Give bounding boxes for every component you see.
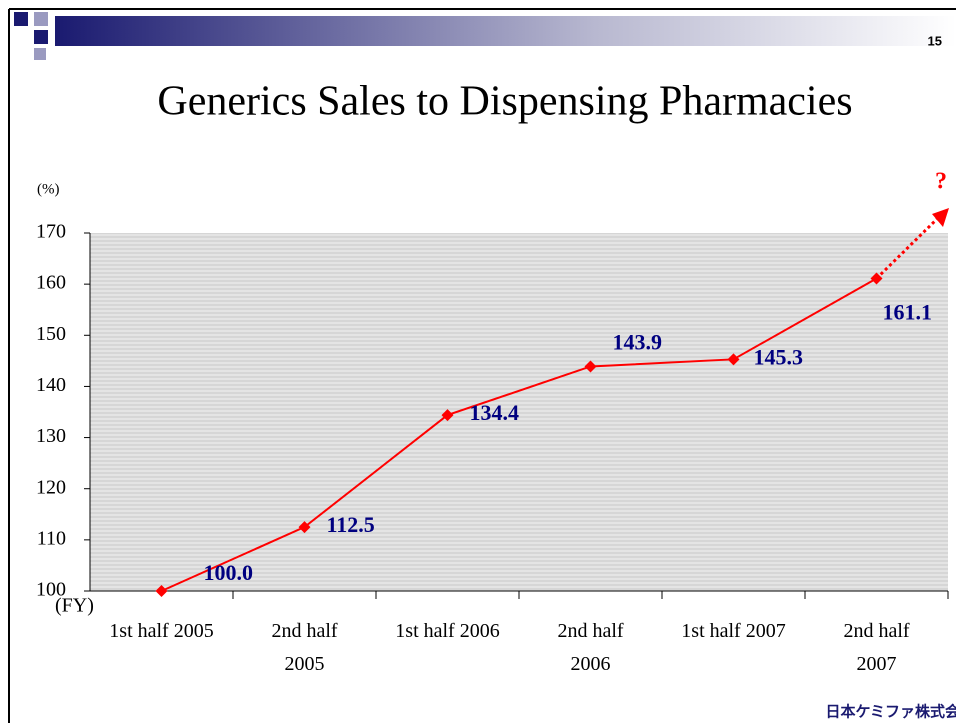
y-tick-label: 100	[36, 579, 66, 601]
y-axis-label: (%)	[37, 181, 60, 197]
marker	[298, 521, 311, 534]
marker	[870, 272, 883, 285]
x-tick-label: 2nd half 2007	[843, 620, 910, 675]
y-tick-label: 150	[36, 323, 66, 345]
marker	[727, 353, 740, 366]
deco-square	[34, 48, 46, 60]
data-label: 134.4	[470, 400, 520, 425]
annotation: ?	[935, 169, 947, 195]
deco-square	[34, 12, 48, 26]
trend-arrow	[875, 216, 940, 280]
deco-square	[14, 12, 28, 26]
data-label: 112.5	[327, 512, 375, 537]
x-tick-label: 1st half 2005	[109, 620, 214, 642]
x-tick-label: 1st half 2007	[681, 620, 786, 642]
line	[161, 277, 877, 592]
chart-title: Generics Sales to Dispensing Pharmacies	[157, 79, 852, 125]
y-tick-label: 110	[37, 527, 66, 549]
marker	[584, 360, 597, 373]
x-tick-label: 2nd half 2006	[557, 620, 624, 675]
y-tick-label: 170	[36, 221, 66, 243]
deco-square	[34, 30, 48, 44]
y-tick-label: 130	[36, 425, 66, 447]
x-tick-label: 2nd half 2005	[271, 620, 338, 675]
y-tick-label: 120	[36, 476, 66, 498]
data-label: 145.3	[754, 344, 804, 369]
x-axis-label: (FY)	[55, 595, 94, 617]
header-band	[55, 16, 956, 46]
x-tick-label: 1st half 2006	[395, 620, 500, 642]
logo-text: 日本ケミファ株式会社	[825, 703, 956, 721]
page-number: 15	[928, 33, 942, 48]
y-tick-label: 140	[36, 374, 66, 396]
data-label: 143.9	[613, 330, 663, 355]
data-label: 100.0	[204, 560, 254, 585]
y-tick-label: 160	[36, 272, 66, 294]
marker	[441, 409, 454, 422]
arrow-head	[932, 208, 949, 227]
plot-area	[90, 233, 948, 591]
data-label: 161.1	[883, 300, 933, 325]
marker	[155, 585, 168, 597]
